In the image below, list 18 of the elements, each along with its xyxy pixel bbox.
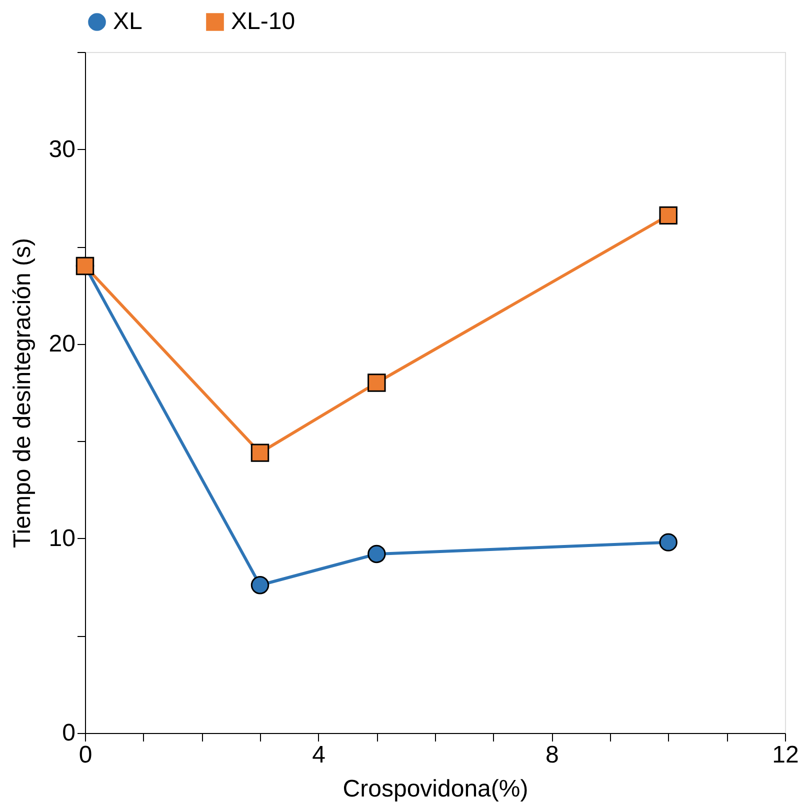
y-tick-label: 10 — [48, 524, 76, 552]
legend-label: XL-10 — [231, 8, 296, 35]
x-tick-label: 8 — [545, 742, 559, 768]
x-tick-label: 12 — [772, 742, 799, 768]
point — [368, 544, 386, 564]
point — [250, 576, 270, 594]
y-tick-label: 30 — [48, 136, 76, 163]
x-tick-label: 4 — [312, 742, 326, 768]
point — [250, 444, 270, 462]
y-tick-label: 20 — [48, 330, 76, 358]
legend-label: XL — [113, 8, 142, 35]
y-axis-title: Tiempo de desintegración (s) — [8, 238, 36, 548]
y-tick-label: 0 — [62, 720, 76, 746]
x-tick-label: 0 — [78, 742, 92, 768]
x-axis-title: Crospovidona(%) — [342, 776, 528, 802]
point — [659, 206, 678, 225]
point — [659, 533, 678, 552]
point — [368, 374, 386, 392]
